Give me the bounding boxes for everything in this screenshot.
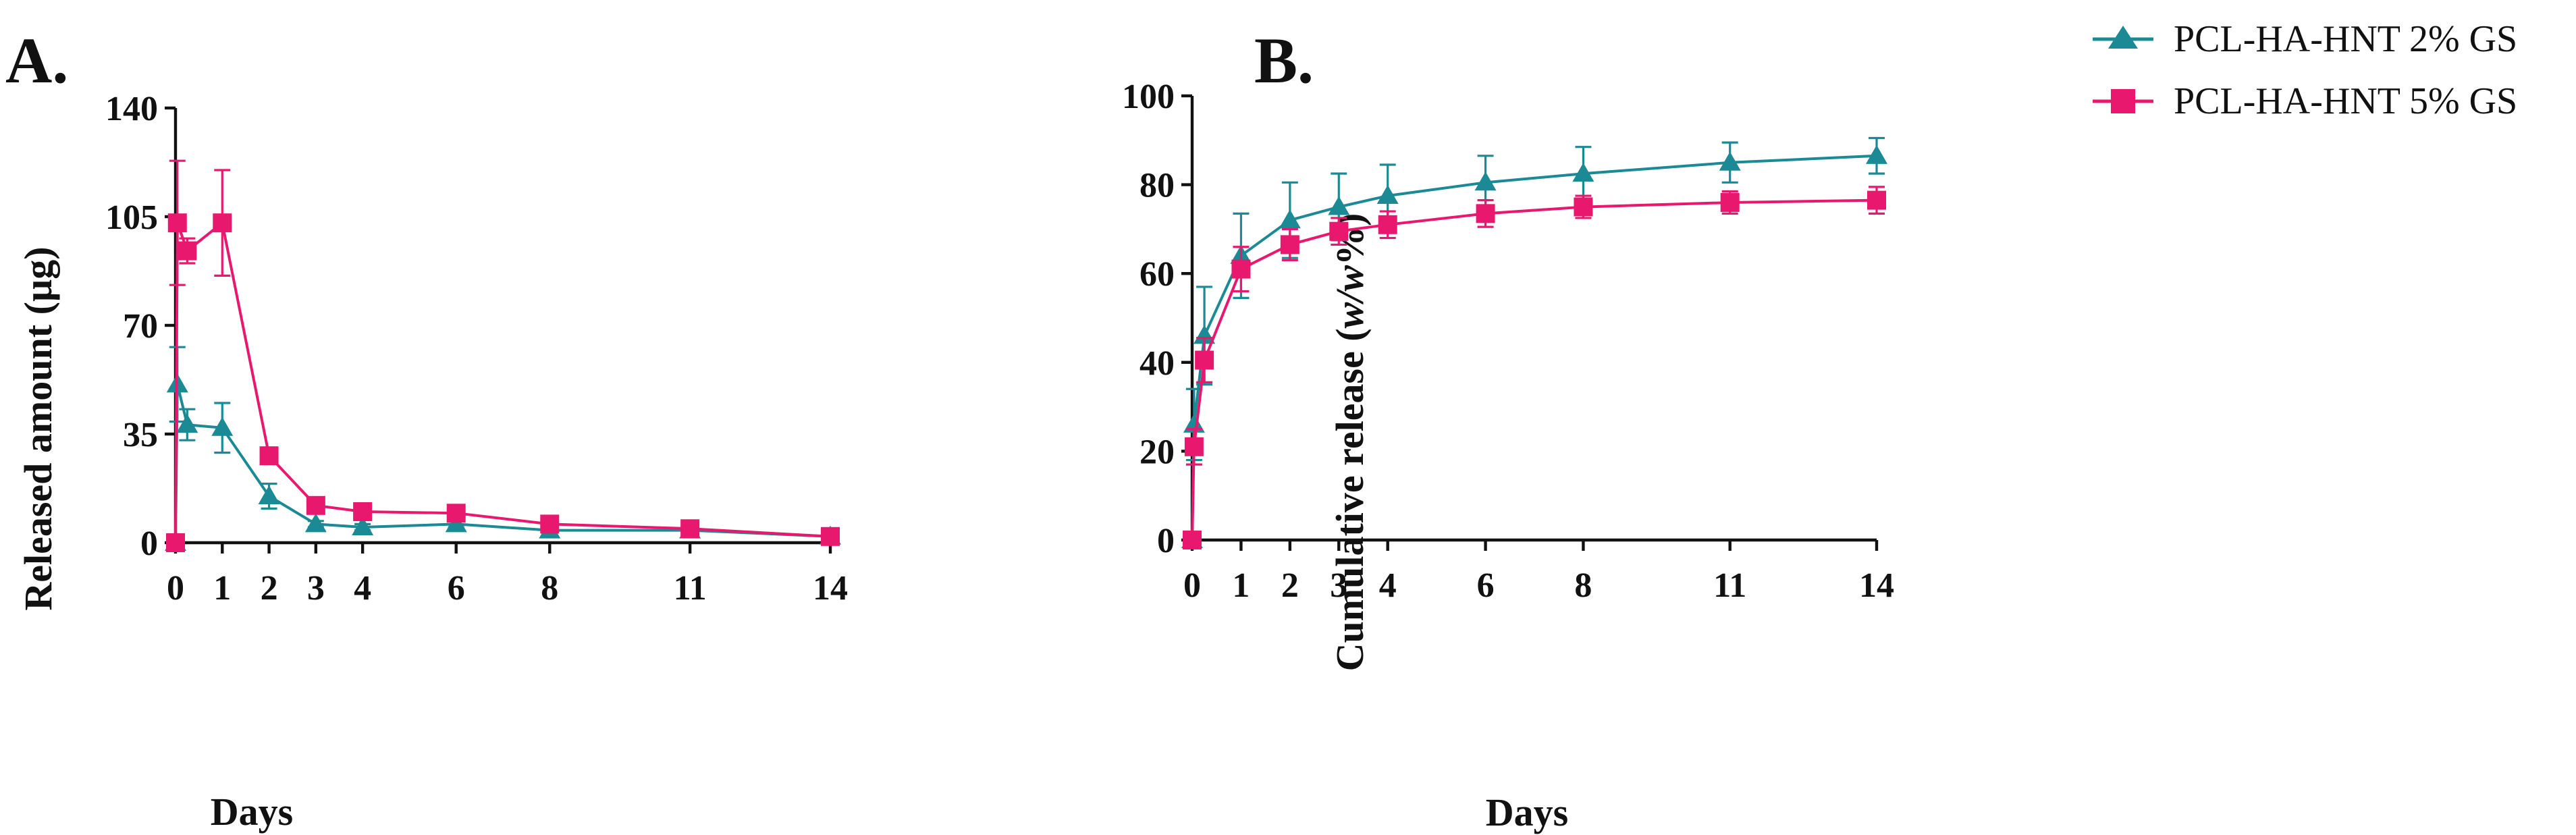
panel-a-series-5pct [166, 159, 840, 552]
panel-a-series-5pct-point [446, 504, 466, 523]
panel-b-series-5pct-point [1195, 350, 1214, 370]
panel-b-x-tick-label: 11 [1713, 566, 1746, 605]
panel-a-x-tick-label: 3 [307, 569, 325, 608]
panel-b-series-2pct-point [1193, 325, 1216, 344]
panel-b-x-tick-label: 1 [1232, 566, 1250, 605]
panel-b-x-tick-label: 6 [1477, 566, 1495, 605]
panel-b-y-tick-label: 40 [1139, 344, 1175, 383]
panel-a-x-tick-label: 0 [167, 569, 184, 608]
panel-b-series-5pct-point [1183, 531, 1202, 549]
panel-a-series-2pct-point [445, 513, 467, 533]
panel-b-series-2pct-point [1279, 209, 1301, 229]
panel-b-series-5pct-point [1476, 204, 1495, 223]
panel-a-y-axis-title: Released amount (µg) [16, 246, 60, 610]
panel-b-y-axis-title-italic: w/w [1328, 265, 1372, 329]
legend-label-5pct: PCL-HA-HNT 5% GS [2174, 80, 2517, 122]
panel-a-series-5pct-point [167, 213, 187, 233]
panel-b-x-tick-label: 4 [1379, 566, 1397, 605]
panel-b-series-2pct-line [1191, 154, 1877, 541]
panel-a-series-2pct-point [176, 414, 198, 433]
panel-b-y-tick-label: 20 [1139, 433, 1175, 471]
panel-a-y-tick-label: 35 [123, 416, 158, 454]
panel-b-series-5pct-point [1184, 437, 1204, 456]
panel-a-y-tick-label: 70 [123, 307, 158, 346]
panel-a-x-axis-title: Days [211, 790, 293, 834]
panel-b-series-5pct-point [1867, 190, 1886, 210]
panel-a-x-tick-label: 8 [541, 569, 558, 608]
panel-b-x-tick-label: 3 [1330, 566, 1347, 605]
panel-b-series-5pct-point [1329, 221, 1349, 241]
panel-a-x-tick-label: 4 [354, 569, 371, 608]
panel-b-x-axis-title: Days [1486, 790, 1568, 834]
panel-b-series-2pct-point [1572, 163, 1594, 182]
panel-a-series-2pct-point [211, 416, 234, 436]
panel-a-x-tick-label: 14 [813, 569, 848, 608]
legend-label-2pct: PCL-HA-HNT 2% GS [2174, 18, 2517, 60]
legend-square-marker [2111, 89, 2135, 113]
panel-b-series-2pct-point [1376, 185, 1399, 205]
panel-b-y-axis-title-main: Cumulative release ( [1328, 328, 1372, 671]
panel-a-x-tick-label: 2 [261, 569, 278, 608]
panel-b-y-tick-label: 80 [1139, 167, 1175, 205]
panel-a-series-2pct-point [304, 513, 327, 533]
panel-b-x-tick-label: 8 [1574, 566, 1592, 605]
panel-a-y-tick-label: 105 [105, 198, 158, 237]
panel-b-series-2pct-point [1328, 196, 1350, 215]
panel-b-y-tick-label: 60 [1139, 255, 1175, 294]
panel-a-series-2pct-point [258, 485, 280, 504]
panel-b-series-2pct-point [1719, 151, 1741, 171]
panel-a-series-5pct-point [306, 495, 325, 515]
panel-b-series-5pct [1183, 186, 1886, 549]
panel-b-series-5pct-point [1378, 215, 1397, 234]
panel-a-x-tick-label: 1 [213, 569, 231, 608]
panel-b-x-tick-label: 14 [1859, 566, 1894, 605]
panel-b-series-2pct [1181, 136, 1887, 548]
panel-b-y-axis-title: Cumulative release (w/w%) [1328, 213, 1372, 672]
panel-b-series-5pct-point [1280, 235, 1299, 254]
panel-a-series-5pct-point [680, 519, 700, 539]
panel-b-y-tick-label: 0 [1157, 522, 1175, 560]
panel-a-y-tick-label: 0 [140, 524, 158, 563]
panel-b-series-2pct-point [1474, 171, 1497, 191]
panel-b-label: B. [1254, 24, 1314, 97]
panel-b-x-tick-label: 2 [1281, 566, 1299, 605]
panel-b-y-tick-label: 100 [1122, 78, 1175, 116]
panel-b-series-5pct-point [1231, 259, 1251, 279]
panel-a-series-5pct-point [178, 241, 197, 261]
panel-a-series-5pct-point [259, 446, 279, 466]
panel-a-series-5pct-point [213, 213, 232, 233]
panel-a-series-2pct-point [352, 516, 374, 535]
panel-b-series-5pct-point [1574, 197, 1593, 217]
panel-a-label: A. [5, 24, 68, 97]
panel-a-series-5pct-point [540, 514, 560, 534]
panel-a-x-tick-label: 6 [448, 569, 465, 608]
panel-a-series-5pct-point [166, 533, 185, 552]
panel-a-series-5pct-point [821, 527, 840, 546]
panel-b-x-tick-label: 0 [1183, 566, 1201, 605]
legend: PCL-HA-HNT 2% GS PCL-HA-HNT 5% GS [2093, 18, 2517, 122]
panel-a-y-tick-label: 140 [105, 90, 158, 128]
panel-a-series-5pct-point [353, 502, 373, 521]
legend-triangle-marker [2108, 26, 2138, 49]
panel-a-x-tick-label: 11 [674, 569, 707, 608]
panel-b-series-2pct-point [1866, 144, 1887, 164]
panel-b-series-5pct-point [1720, 192, 1740, 212]
